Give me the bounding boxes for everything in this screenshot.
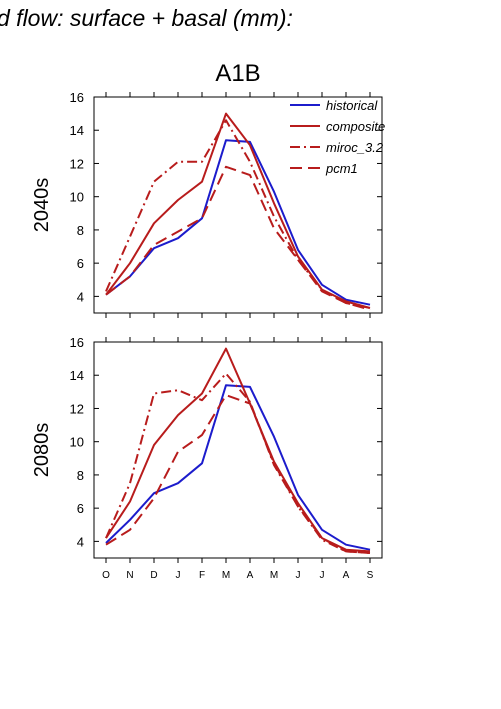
x-tick-label: J [176, 570, 181, 581]
panel-2040s: 4 6 8 10 12 14 16 2040s historical composite miroc… [31, 90, 385, 318]
panels: 4 6 8 10 12 14 16 2040s historical composite miroc… [31, 90, 385, 581]
legend-label-composite: composite [326, 119, 385, 134]
series-line-pcm1 [105, 165, 371, 311]
plot-frame [93, 96, 383, 314]
y-tick-label: 14 [70, 368, 84, 383]
x-tick-label: O [102, 570, 110, 581]
x-tick-label: S [367, 570, 374, 581]
legend: historical composite miroc_3.2 pcm1 [290, 98, 385, 176]
y-tick-label: 10 [70, 435, 84, 450]
x-tick-label: D [150, 570, 157, 581]
row-label-2040s: 2040s [31, 178, 53, 233]
legend-label-pcm1: pcm1 [325, 161, 358, 176]
plot-frame [93, 341, 383, 559]
series-line-composite [105, 347, 371, 553]
x-tick-label: J [296, 570, 301, 581]
x-tick-label: M [270, 570, 278, 581]
panel-2080s: 4 6 8 10 12 14 16 O N D J F M A M J J A S 2080s [31, 335, 383, 581]
y-tick-label: 16 [70, 90, 84, 105]
y-tick-label: 4 [77, 534, 84, 549]
y-tick-label: 6 [77, 256, 84, 271]
y-tick-label: 8 [77, 468, 84, 483]
legend-label-historical: historical [326, 98, 378, 113]
series-line-miroc_3.2 [105, 119, 371, 309]
x-tick-label: N [126, 570, 133, 581]
x-tick-label: F [199, 570, 205, 581]
legend-label-miroc_3.2: miroc_3.2 [326, 140, 384, 155]
scenario-label: A1B [215, 60, 260, 87]
row-label-2080s: 2080s [31, 423, 53, 478]
x-tick-label: M [222, 570, 230, 581]
series-line-historical [105, 384, 371, 551]
y-tick-label: 16 [70, 335, 84, 350]
x-tick-label: A [343, 570, 350, 581]
x-tick-label: A [247, 570, 254, 581]
y-tick-label: 14 [70, 123, 84, 138]
x-tick-label: J [320, 570, 325, 581]
series-line-pcm1 [105, 394, 371, 554]
y-tick-label: 6 [77, 501, 84, 516]
y-tick-label: 10 [70, 190, 84, 205]
y-tick-label: 12 [70, 401, 84, 416]
figure-title: d flow: surface + basal (mm): [0, 5, 293, 31]
y-tick-label: 8 [77, 223, 84, 238]
y-tick-label: 4 [77, 289, 84, 304]
y-tick-label: 12 [70, 156, 84, 171]
